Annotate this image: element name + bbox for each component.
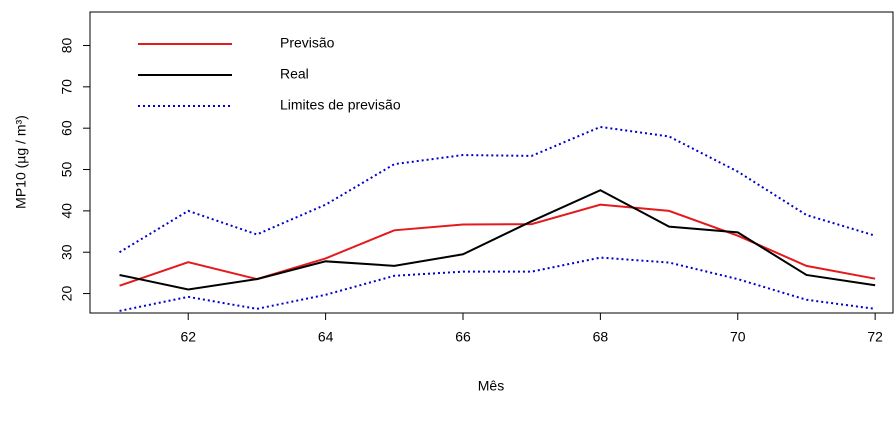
y-tick-label: 70 [59, 79, 75, 95]
y-tick-label: 60 [59, 120, 75, 136]
y-axis-label: MP10 (µg / m³) [13, 115, 29, 209]
x-tick-label: 72 [867, 329, 883, 345]
y-tick-label: 30 [59, 244, 75, 260]
series-line [119, 125, 876, 254]
series-line [119, 203, 876, 287]
x-tick-label: 70 [730, 329, 746, 345]
x-axis-label: Mês [478, 378, 504, 394]
series-line [119, 256, 876, 312]
y-tick-label: 80 [59, 37, 75, 53]
y-tick-label: 50 [59, 162, 75, 178]
x-tick-label: 62 [180, 329, 196, 345]
x-tick-label: 64 [318, 329, 334, 345]
y-tick-label: 40 [59, 203, 75, 219]
legend-label: Previsão [280, 35, 335, 51]
y-tick-label: 20 [59, 286, 75, 302]
legend-label: Limites de previsão [280, 97, 401, 113]
x-tick-label: 68 [593, 329, 609, 345]
plot-box [89, 11, 894, 314]
legend-label: Real [280, 66, 309, 82]
series-line [119, 189, 876, 291]
x-tick-label: 66 [455, 329, 471, 345]
